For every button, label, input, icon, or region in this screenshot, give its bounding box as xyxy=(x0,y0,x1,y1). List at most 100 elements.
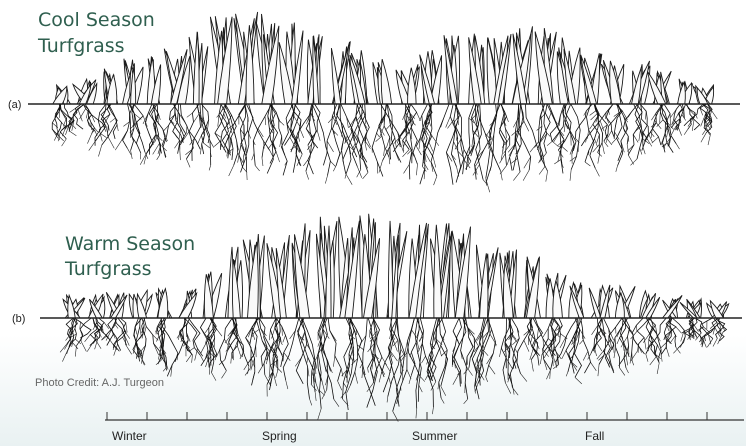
root xyxy=(350,103,359,167)
root xyxy=(639,103,649,141)
root-branch xyxy=(403,164,410,174)
root xyxy=(199,103,211,144)
grass-blade xyxy=(419,54,436,105)
root xyxy=(462,103,475,175)
root xyxy=(113,317,126,352)
root-branch xyxy=(267,142,274,150)
root-branch xyxy=(278,337,283,345)
root xyxy=(68,103,85,132)
plants xyxy=(51,11,730,422)
root-branch xyxy=(199,354,204,362)
root-branch xyxy=(317,408,322,421)
root-branch xyxy=(708,109,713,121)
root-branch xyxy=(139,351,142,358)
root xyxy=(134,317,143,361)
root xyxy=(592,103,600,155)
root xyxy=(564,103,577,152)
root-branch xyxy=(416,146,422,156)
root-branch xyxy=(244,367,252,376)
root-branch xyxy=(275,151,280,163)
root-branch xyxy=(647,139,653,147)
root-branch xyxy=(404,341,408,353)
root xyxy=(500,317,510,369)
root-branch xyxy=(205,335,208,344)
grass-blade xyxy=(110,294,128,319)
root-branch xyxy=(539,152,547,162)
root-branch xyxy=(704,123,710,136)
root-branch xyxy=(538,166,546,175)
root xyxy=(367,317,374,369)
root-branch xyxy=(466,366,473,376)
root xyxy=(311,103,331,176)
root xyxy=(391,317,402,374)
grass-blade xyxy=(325,225,332,319)
root-branch xyxy=(606,138,613,146)
root-branch xyxy=(486,353,494,365)
root xyxy=(532,317,554,370)
root xyxy=(580,103,614,147)
root-branch xyxy=(341,125,344,137)
root-branch xyxy=(682,108,685,118)
root xyxy=(635,103,649,142)
root-branch xyxy=(360,335,367,344)
root-branch xyxy=(356,111,365,121)
grass-blade xyxy=(552,280,563,319)
root-branch xyxy=(474,383,479,393)
root-branch xyxy=(216,328,223,337)
root-branch xyxy=(454,357,456,369)
grass-blade xyxy=(89,298,103,319)
root-branch xyxy=(113,343,118,356)
root xyxy=(82,103,106,128)
root xyxy=(223,103,239,166)
root xyxy=(462,317,474,367)
grass-blade xyxy=(291,30,304,105)
root-branch xyxy=(230,326,236,335)
root-branch xyxy=(618,357,625,367)
root-branch xyxy=(477,331,483,341)
root xyxy=(76,317,92,346)
root xyxy=(67,317,76,339)
grass-blade xyxy=(580,54,598,105)
root xyxy=(665,317,677,348)
root-branch xyxy=(473,337,479,346)
root-branch xyxy=(531,359,534,372)
root xyxy=(663,317,677,341)
root-branch xyxy=(574,377,583,385)
root-branch xyxy=(707,133,711,146)
root-branch xyxy=(546,141,553,146)
root-branch xyxy=(569,169,572,181)
root-branch xyxy=(587,353,592,360)
root-branch xyxy=(392,339,399,347)
root-branch xyxy=(445,116,451,128)
root xyxy=(387,317,402,397)
root-branch xyxy=(298,135,300,142)
root xyxy=(460,317,469,400)
root-branch xyxy=(143,153,147,165)
root-branch xyxy=(643,333,651,343)
root xyxy=(651,103,665,146)
grass-blade xyxy=(443,35,458,105)
root-branch xyxy=(500,170,503,181)
root-branch xyxy=(193,111,201,123)
root-branch xyxy=(125,344,132,355)
root xyxy=(98,317,111,341)
root-branch xyxy=(538,154,544,164)
root-branch xyxy=(597,154,600,164)
root xyxy=(498,103,505,152)
root-branch xyxy=(241,141,245,151)
grass-blade xyxy=(178,291,198,319)
root-branch xyxy=(561,163,564,168)
root xyxy=(476,317,489,386)
root xyxy=(586,103,596,169)
root-branch xyxy=(446,152,453,162)
root-branch xyxy=(275,370,279,378)
root-branch xyxy=(213,337,215,348)
root-branch xyxy=(125,322,128,333)
root-branch xyxy=(683,108,685,119)
root-branch xyxy=(540,133,548,143)
root-branch xyxy=(411,329,418,339)
root xyxy=(452,317,462,384)
root-branch xyxy=(155,326,159,335)
grass-blade xyxy=(348,58,360,105)
root xyxy=(107,317,122,351)
